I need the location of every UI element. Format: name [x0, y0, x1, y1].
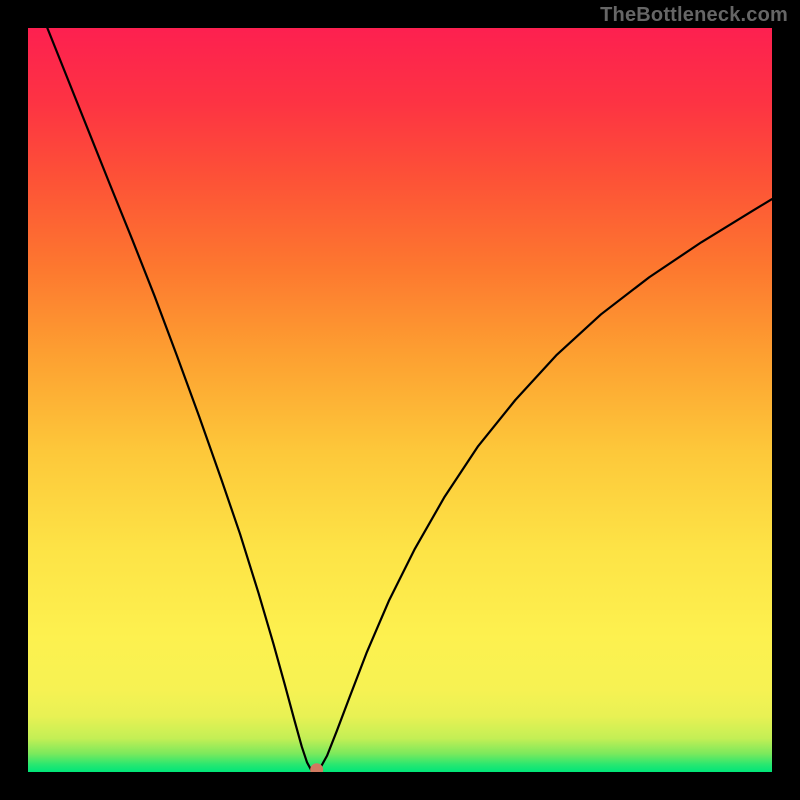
watermark-text: TheBottleneck.com: [600, 4, 788, 27]
bottleneck-curve: [47, 28, 772, 772]
plot-area: [28, 28, 772, 772]
curve-layer: [28, 28, 772, 772]
chart-outer-frame: TheBottleneck.com: [0, 0, 800, 800]
